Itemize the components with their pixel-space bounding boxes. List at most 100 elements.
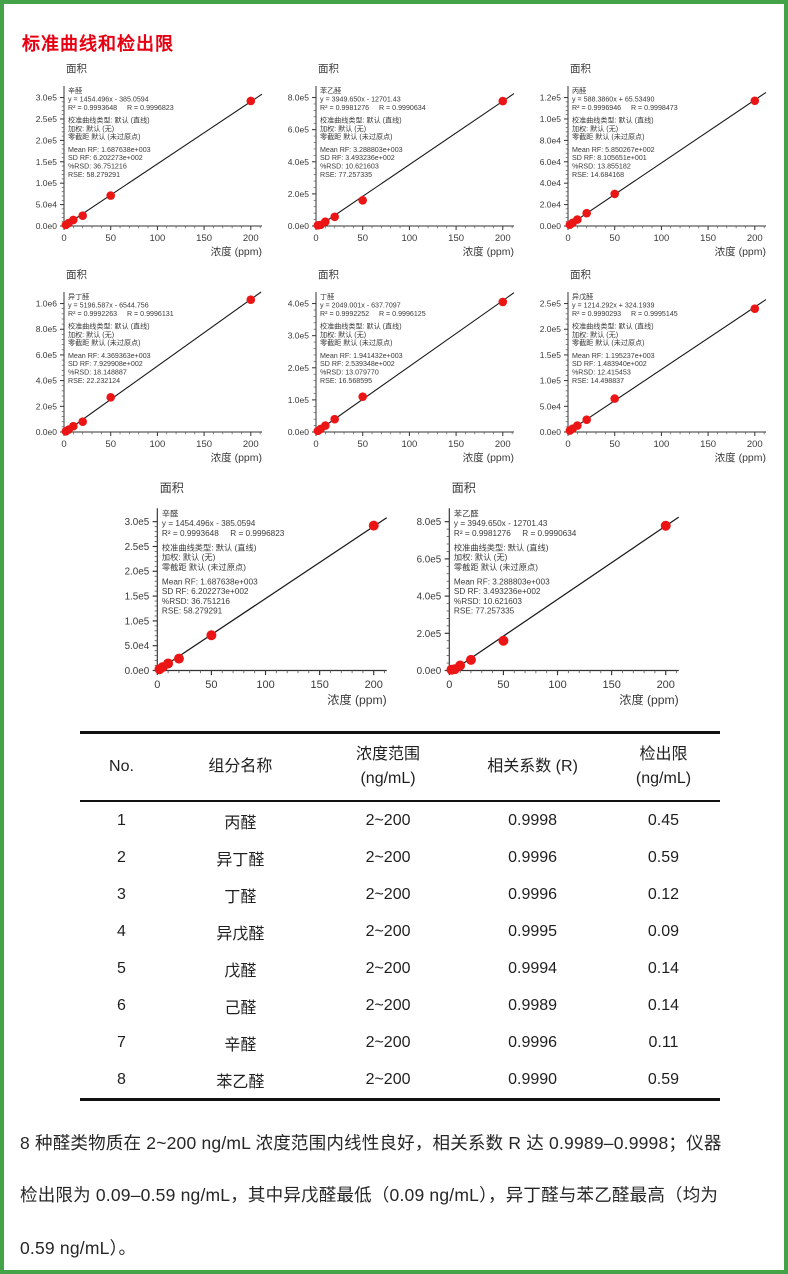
svg-text:3.0e5: 3.0e5: [125, 517, 150, 528]
svg-text:200: 200: [495, 439, 511, 450]
svg-text:0.0e0: 0.0e0: [36, 427, 58, 437]
table-cell: 辛醛: [224, 1036, 257, 1054]
table-cell: 0.9990: [508, 1070, 558, 1088]
table-cell: 0.59: [647, 848, 680, 866]
svg-text:零截距 默认 (未过原点): 零截距 默认 (未过原点): [320, 132, 393, 141]
svg-text:Mean RF: 1.941432e+003: Mean RF: 1.941432e+003: [320, 352, 403, 360]
svg-text:R² = 0.9990293 R = 0.99951: R² = 0.9990293 R = 0.9995145: [572, 310, 678, 318]
svg-text:50: 50: [497, 679, 509, 691]
table-cell: 7: [117, 1033, 126, 1051]
calibration-chart-丁醛: 面积 0.0e0 1.0e5 2.0e5 3.0e5 4.0e5 0 50 100 150 200 浓…: [270, 266, 522, 472]
svg-text:浓度 (ppm): 浓度 (ppm): [211, 451, 262, 464]
svg-text:0.0e0: 0.0e0: [125, 666, 150, 677]
svg-text:RSE: 77.257335: RSE: 77.257335: [320, 171, 372, 179]
svg-text:RSE: 14.498837: RSE: 14.498837: [572, 377, 624, 385]
svg-text:0: 0: [565, 439, 570, 450]
svg-text:1.0e5: 1.0e5: [540, 376, 562, 386]
svg-text:50: 50: [105, 233, 116, 244]
svg-text:零截距 默认 (未过原点): 零截距 默认 (未过原点): [454, 562, 538, 572]
svg-text:校准曲线类型: 默认 (直线): 校准曲线类型: 默认 (直线): [320, 115, 402, 124]
calibration-chart-丙醛: 面积 0.0e0 2.0e4 4.0e4 6.0e4 8.0e4 1.0e5 1.2e5 0 50…: [522, 60, 774, 266]
svg-text:0: 0: [446, 679, 452, 691]
svg-text:150: 150: [700, 439, 716, 450]
svg-text:校准曲线类型: 默认 (直线): 校准曲线类型: 默认 (直线): [572, 321, 654, 330]
svg-text:200: 200: [243, 439, 259, 450]
svg-text:100: 100: [653, 233, 669, 244]
table-cell: 2~200: [365, 1070, 411, 1088]
svg-text:面积: 面积: [452, 481, 476, 495]
table-cell: 戊醛: [224, 962, 257, 980]
svg-text:150: 150: [448, 439, 464, 450]
svg-text:零截距 默认 (未过原点): 零截距 默认 (未过原点): [68, 338, 141, 347]
svg-text:零截距 默认 (未过原点): 零截距 默认 (未过原点): [68, 132, 141, 141]
svg-text:R² = 0.9993648 R = 0.99968: R² = 0.9993648 R = 0.9996823: [68, 104, 174, 112]
table-cell: 0.45: [647, 811, 680, 829]
svg-text:50: 50: [105, 439, 116, 450]
table-cell: 0.59: [647, 1070, 680, 1088]
svg-text:SD RF: 1.483940e+002: SD RF: 1.483940e+002: [572, 360, 647, 368]
column-header: 组分名称: [162, 732, 318, 802]
table-cell: 0.9996: [508, 1033, 558, 1051]
svg-text:8.0e5: 8.0e5: [288, 93, 310, 103]
svg-text:2.0e5: 2.0e5: [125, 567, 150, 578]
svg-text:1.0e5: 1.0e5: [36, 178, 58, 188]
svg-text:y = 2049.001x - 637.7097: y = 2049.001x - 637.7097: [320, 301, 401, 309]
svg-text:50: 50: [205, 679, 217, 691]
svg-text:加权: 默认 (无): 加权: 默认 (无): [320, 330, 366, 339]
svg-text:丁醛: 丁醛: [320, 292, 334, 301]
svg-text:50: 50: [609, 439, 620, 450]
table-row: 2 异丁醛 2~200 0.9996 0.59: [80, 839, 720, 876]
chart-row-1: 面积 0.0e0 5.0e4 1.0e5 1.5e5 2.0e5 2.5e5 3.0e5 0 50…: [18, 60, 784, 266]
table-header-row: No. 组分名称 浓度范围 (ng/mL) 相关系数 (R) 检出限 (ng/mL): [80, 732, 720, 802]
svg-text:0: 0: [565, 233, 570, 244]
svg-text:50: 50: [357, 233, 368, 244]
results-table-header: No. 组分名称 浓度范围 (ng/mL) 相关系数 (R) 检出限 (ng/mL): [80, 732, 720, 802]
svg-text:面积: 面积: [66, 269, 87, 281]
svg-text:SD RF: 7.929908e+002: SD RF: 7.929908e+002: [68, 360, 143, 368]
svg-text:150: 150: [700, 233, 716, 244]
table-cell: 苯乙醛: [216, 1073, 265, 1091]
chart-row-3: 面积 0.0e0 5.0e4 1.0e5 1.5e5 2.0e5 2.5e5 3.0e5 0 50…: [104, 478, 784, 717]
svg-text:苯乙醛: 苯乙醛: [320, 86, 341, 95]
svg-text:100: 100: [653, 439, 669, 450]
svg-text:0: 0: [61, 439, 66, 450]
table-cell: 己醛: [224, 999, 257, 1017]
svg-text:0: 0: [154, 679, 160, 691]
svg-text:2.5e5: 2.5e5: [540, 299, 562, 309]
table-cell: 3: [117, 885, 126, 903]
svg-text:2.5e5: 2.5e5: [36, 114, 58, 124]
svg-text:0.0e0: 0.0e0: [288, 221, 310, 231]
svg-text:RSE: 16.568595: RSE: 16.568595: [320, 377, 372, 385]
svg-text:零截距 默认 (未过原点): 零截距 默认 (未过原点): [572, 132, 645, 141]
svg-text:4.0e5: 4.0e5: [36, 376, 58, 386]
svg-text:校准曲线类型: 默认 (直线): 校准曲线类型: 默认 (直线): [162, 542, 257, 552]
svg-text:1.2e5: 1.2e5: [540, 93, 562, 103]
svg-text:200: 200: [365, 679, 383, 691]
svg-text:200: 200: [747, 439, 763, 450]
table-cell: 0.9995: [508, 922, 558, 940]
svg-text:RSE: 14.684168: RSE: 14.684168: [572, 171, 624, 179]
table-cell: 2~200: [365, 811, 411, 829]
svg-text:100: 100: [149, 439, 165, 450]
column-header: 相关系数 (R): [458, 732, 607, 802]
table-cell: 8: [117, 1070, 126, 1088]
table-cell: 2~200: [365, 885, 411, 903]
calibration-chart-苯乙醛: 面积 0.0e0 2.0e5 4.0e5 6.0e5 8.0e5 0 50 100 150 200 浓…: [396, 478, 688, 717]
svg-text:R² = 0.9981276 R = 0.99906: R² = 0.9981276 R = 0.9990634: [454, 529, 577, 538]
svg-text:0.0e0: 0.0e0: [540, 427, 562, 437]
svg-text:异丁醛: 异丁醛: [68, 292, 89, 301]
svg-text:200: 200: [657, 679, 675, 691]
svg-text:校准曲线类型: 默认 (直线): 校准曲线类型: 默认 (直线): [454, 542, 549, 552]
svg-text:y = 588.3860x + 65.53490: y = 588.3860x + 65.53490: [572, 95, 654, 103]
svg-text:Mean RF: 3.288803e+003: Mean RF: 3.288803e+003: [454, 578, 550, 587]
results-table-body: 1 丙醛 2~200 0.9998 0.45 2 异丁醛 2~200 0.9996 0.59 3 丁醛…: [80, 801, 720, 1100]
svg-text:100: 100: [401, 439, 417, 450]
svg-text:加权: 默认 (无): 加权: 默认 (无): [320, 124, 366, 133]
svg-text:0.0e0: 0.0e0: [540, 221, 562, 231]
svg-text:1.5e5: 1.5e5: [36, 157, 58, 167]
svg-text:0: 0: [61, 233, 66, 244]
svg-text:2.0e5: 2.0e5: [288, 189, 310, 199]
svg-text:浓度 (ppm): 浓度 (ppm): [463, 245, 514, 258]
svg-text:面积: 面积: [318, 63, 339, 75]
